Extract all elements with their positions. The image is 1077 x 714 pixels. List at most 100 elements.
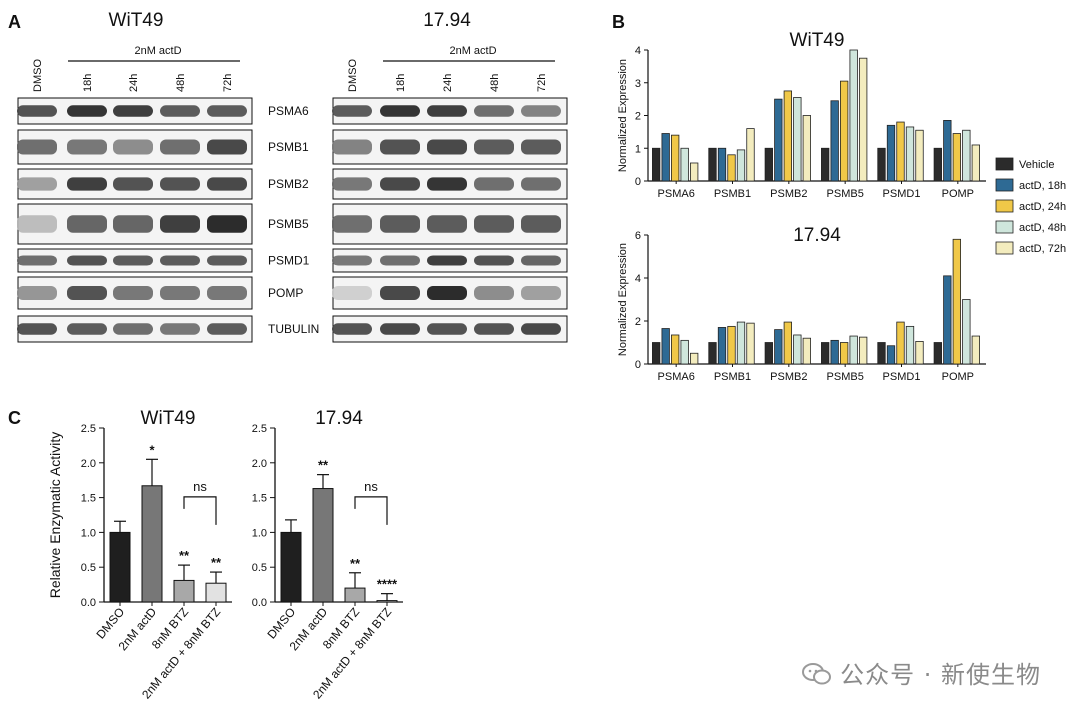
blot-band: [521, 177, 561, 191]
legend-entry: actD, 72h: [1019, 243, 1066, 255]
lane-label: 18h: [82, 74, 94, 92]
blot-band: [427, 215, 467, 233]
bar-actd-18h: [943, 120, 952, 182]
bar-actd-48h: [680, 147, 689, 182]
lane-label: DMSO: [32, 59, 44, 92]
bar: [109, 531, 131, 603]
bar-actd-72h: [690, 352, 699, 365]
x-tick-label: PSMB2: [770, 371, 807, 383]
blot-band: [380, 105, 420, 117]
significance-bracket: [183, 496, 217, 525]
blot-band: [427, 139, 467, 155]
x-tick-label: PSMB1: [714, 371, 751, 383]
bar-actd-18h: [830, 100, 839, 182]
bar-vehicle: [821, 342, 830, 365]
blot-band: [474, 323, 514, 335]
x-tick-label: POMP: [942, 371, 974, 383]
bar-actd-72h: [859, 57, 868, 182]
blot-band: [427, 285, 467, 301]
y-tick-label: 1.0: [252, 527, 267, 539]
legend-entry: Vehicle: [1019, 159, 1054, 171]
legend-entry: actD, 48h: [1019, 222, 1066, 234]
y-tick-label: 0: [635, 176, 641, 188]
bar-vehicle: [764, 342, 773, 365]
significance-marker: ****: [377, 577, 398, 592]
y-tick-label: 2: [635, 316, 641, 328]
blot-band: [160, 215, 200, 233]
panel-a-letter: A: [8, 12, 21, 32]
blot-band: [521, 215, 561, 233]
bar-actd-18h: [886, 124, 896, 182]
bar-vehicle: [933, 342, 942, 365]
bar-vehicle: [877, 147, 886, 182]
x-tick-label: PSMB5: [827, 371, 864, 383]
western-blot-panel: WiT49 2nM actD DMSO 18h 24h 48h 72h 17.94 2nM ac…: [17, 10, 568, 343]
x-tick-label: POMP: [942, 188, 974, 200]
blot-band: [207, 105, 247, 117]
blot-band: [332, 177, 372, 191]
blot-band: [207, 215, 247, 233]
y-axis-label: Normalized Expression: [617, 59, 629, 172]
bar-actd-24h: [952, 133, 961, 182]
bar-actd-24h: [671, 134, 680, 182]
bar-vehicle: [708, 147, 717, 182]
lane-label: 48h: [175, 74, 187, 92]
blot-band: [427, 105, 467, 117]
blot-band: [67, 177, 107, 191]
bar-vehicle: [933, 147, 942, 182]
wechat-icon: [802, 663, 832, 685]
blot-band: [17, 323, 57, 335]
significance-marker: **: [211, 555, 222, 570]
blot-band: [332, 255, 372, 266]
blot-band: [474, 177, 514, 191]
blot-band: [427, 177, 467, 191]
blot-band: [17, 139, 57, 155]
treatment-header: 2nM actD: [134, 45, 181, 57]
bar-actd-72h: [746, 322, 755, 365]
protein-label: PSMB5: [268, 217, 309, 231]
y-tick-label: 0.0: [252, 597, 267, 609]
y-tick-label: 2.5: [252, 423, 267, 435]
blot-band: [160, 105, 200, 117]
significance-marker: *: [149, 442, 155, 457]
chart-legend: Vehicle actD, 18h actD, 24h actD, 48h actD, …: [995, 157, 1066, 255]
bar: [376, 600, 398, 603]
lane-label: 72h: [222, 74, 234, 92]
blot-band: [521, 105, 561, 117]
bar: [312, 488, 334, 603]
legend-swatch: [995, 199, 1014, 213]
y-tick-label: 3: [635, 78, 641, 90]
blot-band: [332, 105, 372, 117]
y-tick-label: 2: [635, 111, 641, 123]
blot-band: [67, 323, 107, 335]
blot-band: [207, 139, 247, 155]
bar-actd-72h: [971, 144, 980, 182]
blot-band: [17, 285, 57, 301]
blot-cell-line-title: 17.94: [423, 10, 471, 31]
x-tick-label: PSMB2: [770, 188, 807, 200]
y-tick-label: 2.5: [81, 423, 96, 435]
bar-vehicle: [652, 342, 661, 365]
blot-band: [113, 177, 153, 191]
chart-wit49-expression: WiT49 0 1 2 3 4 Normalized Expression PSMA6 PSMB…: [617, 30, 986, 200]
panel-b-letter: B: [612, 12, 625, 32]
bar-actd-48h: [736, 149, 746, 182]
blot-band: [160, 285, 200, 301]
bar-vehicle: [877, 342, 886, 365]
protein-label: PSMD1: [268, 254, 310, 268]
y-tick-label: 2.0: [252, 458, 267, 470]
y-axis-label: Normalized Expression: [617, 243, 629, 356]
bar: [205, 582, 227, 603]
protein-label: TUBULIN: [268, 322, 319, 336]
bar-actd-48h: [680, 339, 689, 365]
blot-band: [67, 255, 107, 266]
treatment-header: 2nM actD: [449, 45, 496, 57]
blot-band: [207, 177, 247, 191]
bar-actd-24h: [840, 342, 849, 365]
blot-band: [160, 323, 200, 335]
blot-band: [380, 177, 420, 191]
significance-marker: **: [318, 458, 329, 473]
y-tick-label: 2.0: [81, 458, 96, 470]
chart-1794-expression: 17.94 0 2 4 6 Normalized Expression PSMA6 PSMB1…: [617, 225, 986, 383]
blot-band: [113, 255, 153, 266]
